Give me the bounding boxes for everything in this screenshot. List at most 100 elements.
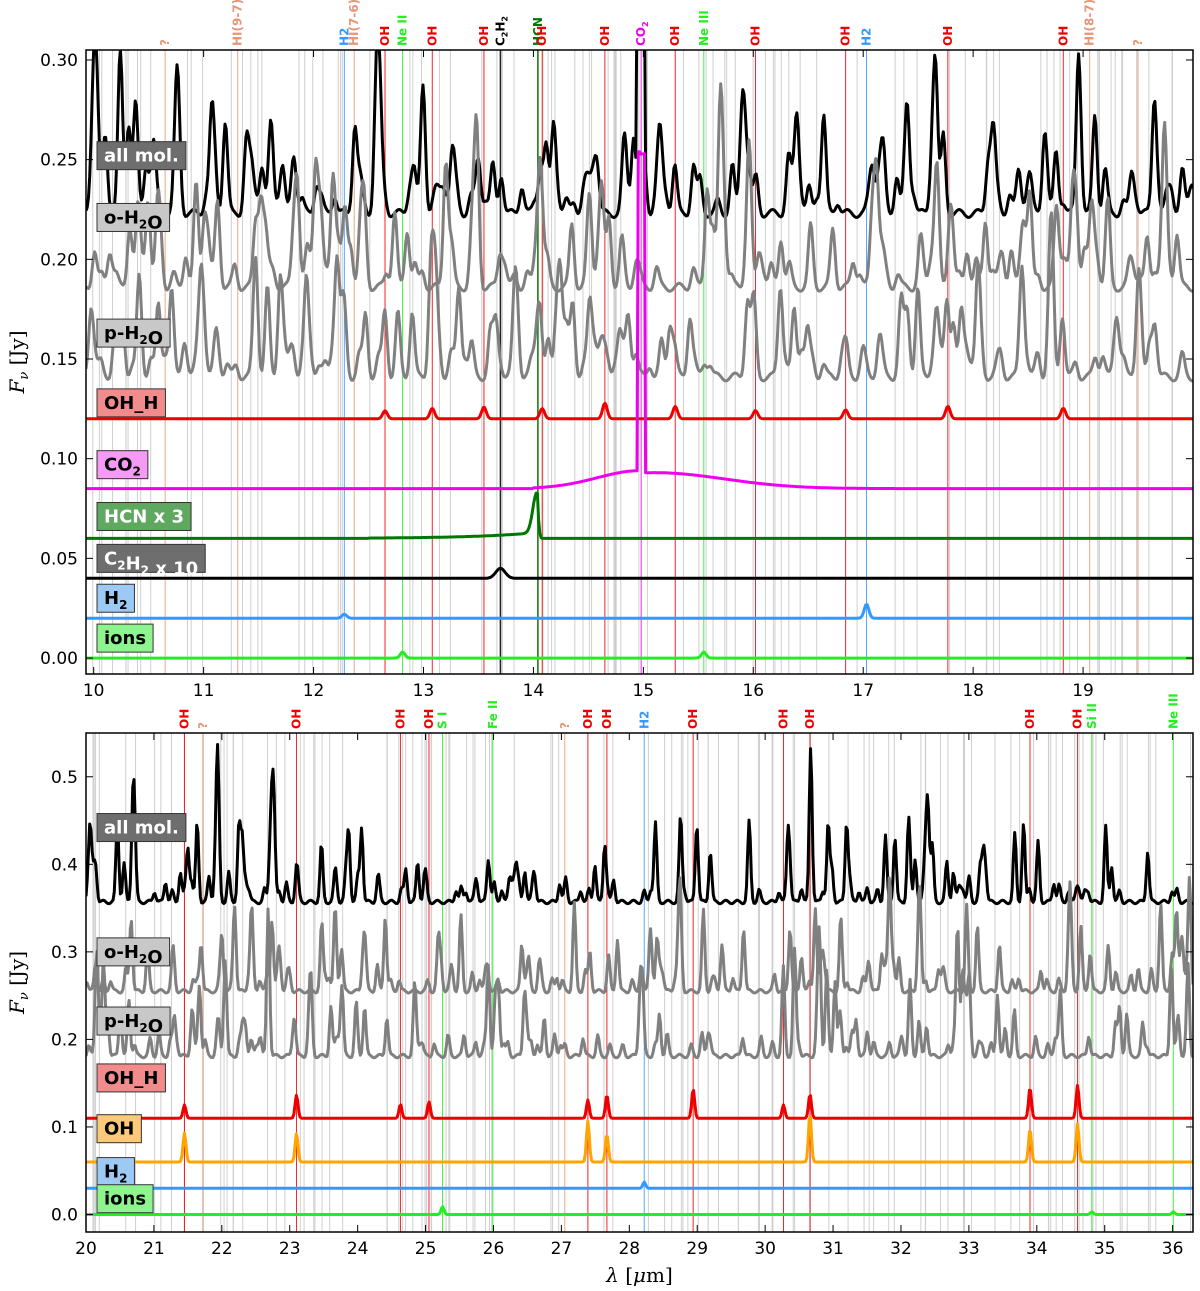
- series-label-box: [96, 1006, 171, 1036]
- line-id-label: H2: [860, 28, 874, 46]
- x-tick-label: 19: [1072, 681, 1094, 701]
- series-label-box: [96, 141, 187, 171]
- x-tick-label: 14: [523, 681, 545, 701]
- line-id-label: OH: [177, 709, 191, 729]
- line-id-label: HCN: [531, 17, 545, 46]
- series-label-box: [96, 502, 192, 532]
- y-tick-label: 0.3: [51, 943, 78, 963]
- series-label-box: [96, 1063, 166, 1093]
- line-id-label: OH: [748, 26, 762, 46]
- series-line-co2: [86, 150, 1193, 491]
- chart-panel-top: 10 11 12 13 14 15 16 17 18 19 0.00 0.05 0.10 0.15 0.20…: [5, 0, 1194, 701]
- series-label: ions: [104, 628, 146, 649]
- series-label: all mol.: [104, 818, 179, 839]
- line-id-label: OH: [581, 709, 595, 729]
- line-id-label: Ne III: [697, 10, 711, 46]
- line-id-label: HI(8-7): [1083, 0, 1097, 46]
- line-id-label: HI(9-7): [231, 0, 245, 46]
- x-tick-label: 24: [347, 1239, 369, 1259]
- x-tick-label: 34: [1026, 1239, 1048, 1259]
- line-id-label: OH: [1056, 26, 1070, 46]
- x-tick-label: 36: [1162, 1239, 1184, 1259]
- series-label-box: [96, 543, 206, 573]
- y-tick-label: 0.4: [51, 855, 78, 875]
- line-id-label: OH: [425, 26, 439, 46]
- series-label: OH_H: [104, 1068, 158, 1089]
- series-label-box: [96, 583, 135, 613]
- axes-frame: [85, 732, 1194, 1233]
- series-line-o-h2o: [86, 82, 1193, 293]
- x-tick-label: 33: [958, 1239, 980, 1259]
- y-tick-label: 0.00: [40, 649, 78, 669]
- line-id-label: OH: [290, 709, 304, 729]
- y-tick-label: 0.25: [40, 151, 78, 171]
- series-label: o-H2O: [104, 942, 163, 968]
- series-line-c2h2-x-10: [86, 566, 1193, 580]
- series-line-oh-h: [86, 401, 1193, 421]
- x-tick-label: 18: [962, 681, 984, 701]
- y-tick-label: 0.2: [51, 1030, 78, 1050]
- axes-frame: [85, 49, 1194, 675]
- x-tick-label: 16: [742, 681, 764, 701]
- line-id-label: OH: [1023, 709, 1037, 729]
- plot-area: [86, 733, 1193, 1232]
- series-line-ions: [86, 1205, 1193, 1216]
- series-line-h2: [86, 603, 1193, 620]
- series-label-box: [96, 202, 171, 232]
- series-label: HCN x 3: [104, 507, 184, 528]
- series-label: o-H2O: [104, 207, 163, 233]
- x-tick-label: 32: [890, 1239, 912, 1259]
- x-tick-label: 11: [193, 681, 215, 701]
- chart-panel-bottom: 20 21 22 23 24 25 26 27 28 29 30 31 32 33 34 35 36 0.0 0.1…: [5, 693, 1194, 1287]
- series-line-hcn-x-3: [86, 491, 1193, 540]
- series-label-box: [96, 1114, 142, 1144]
- series-label: H2: [104, 1162, 127, 1186]
- line-id-label: OH: [839, 26, 853, 46]
- y-axis-label: Fν [Jy]: [5, 951, 32, 1015]
- y-axis-label: Fν [Jy]: [5, 330, 32, 394]
- plot-area: [86, 50, 1193, 674]
- line-id-label: ?: [158, 39, 172, 46]
- x-tick-label: 25: [415, 1239, 437, 1259]
- series-label-box: [96, 813, 187, 843]
- series-label-box: [96, 937, 171, 967]
- x-tick-label: 23: [279, 1239, 301, 1259]
- series-line-oh: [86, 1115, 1193, 1164]
- line-id-label: ?: [558, 722, 572, 729]
- line-id-label: OH: [477, 26, 491, 46]
- series-label-box: [96, 623, 154, 653]
- x-tick-label: 13: [413, 681, 435, 701]
- line-id-label: Fe II: [486, 700, 500, 729]
- series-label: OH: [104, 1119, 134, 1140]
- line-id-label: OH: [803, 709, 817, 729]
- y-tick-label: 0.05: [40, 549, 78, 569]
- x-tick-label: 27: [551, 1239, 573, 1259]
- y-tick-label: 0.15: [40, 350, 78, 370]
- line-id-label: ?: [196, 722, 210, 729]
- series-line-all-mol-: [86, 50, 1193, 219]
- x-tick-label: 21: [143, 1239, 165, 1259]
- x-tick-label: 22: [211, 1239, 233, 1259]
- series-label: CO2: [104, 455, 141, 479]
- y-tick-label: 0.0: [51, 1205, 78, 1225]
- series-label: C2H2 x 10: [104, 548, 198, 579]
- line-id-label: H2: [337, 28, 351, 46]
- series-line-p-h2o: [86, 907, 1193, 1060]
- y-tick-label: 0.20: [40, 250, 78, 270]
- line-id-label: OH: [686, 709, 700, 729]
- series-line-all-mol-: [86, 743, 1193, 906]
- x-tick-label: 10: [83, 681, 105, 701]
- series-label-box: [96, 318, 171, 348]
- series-label: H2: [104, 588, 127, 612]
- line-id-label: C2H2: [493, 16, 509, 46]
- series-label: p-H2O: [104, 323, 163, 349]
- series-line-ions: [86, 650, 1193, 660]
- x-tick-label: 20: [75, 1239, 97, 1259]
- line-id-label: OH: [393, 709, 407, 729]
- series-line-p-h2o: [86, 211, 1193, 383]
- line-id-label: Si II: [1085, 703, 1099, 729]
- line-id-label: OH: [1071, 709, 1085, 729]
- series-line-h2: [86, 1180, 1193, 1190]
- x-tick-label: 26: [483, 1239, 505, 1259]
- x-tick-label: 29: [686, 1239, 708, 1259]
